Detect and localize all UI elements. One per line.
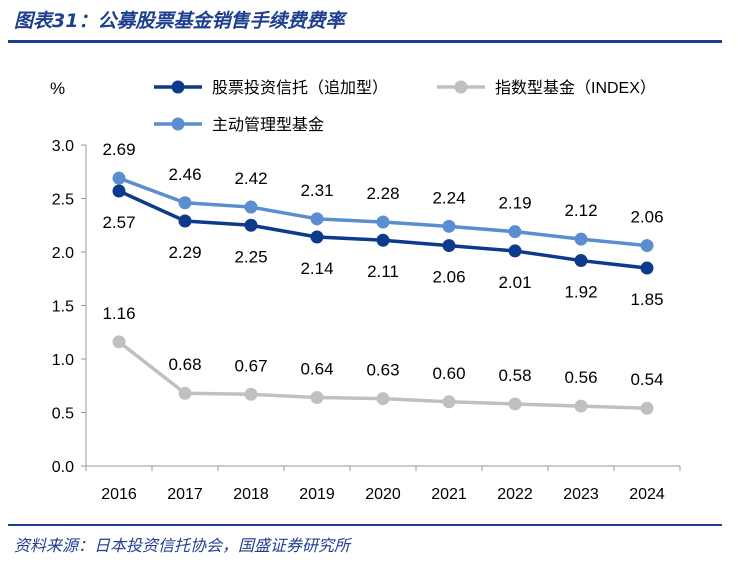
x-tick-label: 2018	[233, 486, 269, 503]
data-point	[112, 335, 126, 349]
x-tick-label: 2021	[431, 486, 467, 503]
y-tick-label: 1.5	[52, 299, 74, 316]
data-point	[376, 233, 390, 247]
data-label: 2.28	[366, 184, 399, 203]
data-label: 0.63	[366, 361, 399, 380]
data-label: 1.16	[102, 304, 135, 323]
x-tick-label: 2017	[167, 486, 203, 503]
data-point	[508, 225, 522, 239]
data-point	[574, 254, 588, 268]
data-label: 2.57	[102, 213, 135, 232]
data-label: 0.68	[168, 355, 201, 374]
data-point	[112, 184, 126, 198]
data-point	[310, 212, 324, 226]
data-label: 2.14	[300, 259, 333, 278]
legend-swatch-marker	[454, 80, 468, 94]
data-label: 2.24	[432, 188, 465, 207]
data-label: 0.60	[432, 364, 465, 383]
x-tick-label: 2020	[365, 486, 401, 503]
data-label: 2.19	[498, 194, 531, 213]
y-tick-label: 3.0	[52, 138, 74, 155]
data-point	[376, 215, 390, 229]
data-label: 2.69	[102, 140, 135, 159]
data-label: 0.67	[234, 356, 267, 375]
y-axis-unit: %	[50, 79, 65, 98]
x-tick-label: 2022	[497, 486, 533, 503]
y-tick-label: 0.0	[52, 459, 74, 476]
data-label: 0.58	[498, 366, 531, 385]
legend: 股票投资信托（追加型） 指数型基金（INDEX） 主动管理型基金	[154, 79, 656, 134]
source-rule	[8, 524, 722, 526]
data-label: 2.46	[168, 165, 201, 184]
data-point	[178, 196, 192, 210]
data-point	[640, 261, 654, 275]
data-point	[112, 171, 126, 185]
title-rule	[8, 40, 722, 43]
data-label: 2.42	[234, 169, 267, 188]
y-tick-label: 2.0	[52, 245, 74, 262]
data-point	[244, 218, 258, 232]
legend-label: 股票投资信托（追加型）	[212, 79, 388, 97]
data-point	[640, 239, 654, 253]
data-point	[244, 200, 258, 214]
data-label: 0.54	[630, 370, 663, 389]
data-label: 0.64	[300, 360, 333, 379]
data-point	[178, 214, 192, 228]
data-point	[508, 244, 522, 258]
data-point	[442, 219, 456, 233]
data-label: 2.12	[564, 201, 597, 220]
data-point	[574, 399, 588, 413]
legend-label: 指数型基金（INDEX）	[495, 79, 656, 97]
data-point	[244, 387, 258, 401]
data-label: 1.85	[630, 290, 663, 309]
x-tick-label: 2024	[629, 486, 665, 503]
data-label: 2.29	[168, 243, 201, 262]
axes: % 0.0 0.5 1.0 1.5 2.0 2.5 3.0 2016 2017 2018 2019 20…	[50, 79, 681, 503]
data-label: 1.92	[564, 283, 597, 302]
x-tick-label: 2016	[101, 486, 137, 503]
data-point	[376, 392, 390, 406]
data-labels: 2.57 2.29 2.25 2.14 2.11 2.06 2.01 1.92 1.85 1.16…	[102, 140, 663, 389]
x-tick-label: 2023	[563, 486, 599, 503]
data-point	[442, 395, 456, 409]
data-point	[574, 232, 588, 246]
data-point	[310, 391, 324, 405]
data-label: 2.11	[367, 262, 399, 281]
y-tick-label: 1.0	[52, 352, 74, 369]
data-label: 2.06	[432, 268, 465, 287]
data-point	[640, 401, 654, 415]
data-point	[442, 239, 456, 253]
data-point	[508, 397, 522, 411]
data-label: 2.06	[630, 208, 663, 227]
figure-title: 图表31：公募股票基金销售手续费费率	[14, 10, 345, 32]
y-tick-label: 0.5	[52, 406, 74, 423]
data-label: 2.25	[234, 247, 267, 266]
legend-label: 主动管理型基金	[212, 116, 324, 134]
legend-swatch-marker	[171, 80, 185, 94]
data-label: 2.01	[498, 273, 531, 292]
data-label: 2.31	[300, 181, 333, 200]
data-label: 0.56	[564, 368, 597, 387]
data-point	[178, 386, 192, 400]
data-point	[310, 230, 324, 244]
y-tick-label: 2.5	[52, 192, 74, 209]
legend-swatch-marker	[171, 117, 185, 131]
source-note: 资料来源：日本投资信托协会，国盛证券研究所	[14, 536, 351, 555]
series-lines	[112, 171, 654, 415]
x-tick-label: 2019	[299, 486, 335, 503]
